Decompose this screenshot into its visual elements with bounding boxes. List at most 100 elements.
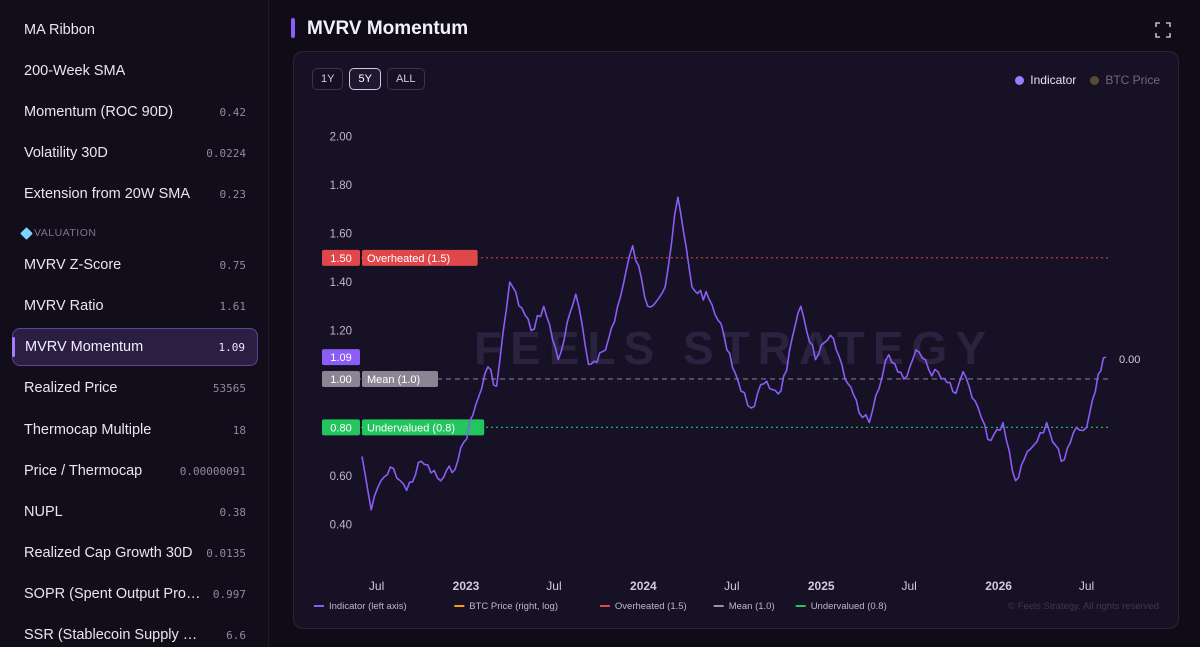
current-value-tag	[322, 349, 360, 366]
legend-label: BTC Price	[1105, 73, 1160, 87]
sidebar-item-value: 1.61	[219, 299, 247, 313]
title-accent	[291, 18, 295, 38]
x-tick-label: Jul	[369, 579, 384, 593]
sidebar-item-label: Extension from 20W SMA	[24, 186, 190, 202]
bottom-legend-label: Overheated (1.5)	[615, 601, 687, 612]
x-tick-label: 2026	[985, 579, 1012, 593]
legend-label: Indicator	[1030, 73, 1077, 87]
sidebar-item-thermocap-multiple[interactable]: Thermocap Multiple 18	[12, 411, 258, 449]
sidebar-item-momentum-roc-90d[interactable]: Momentum (ROC 90D) 0.42	[12, 93, 258, 131]
sidebar-item-label: MVRV Z-Score	[24, 257, 122, 273]
bottom-legend-label: Mean (1.0)	[729, 601, 775, 612]
legend-dot	[1015, 75, 1025, 85]
sidebar-item-realized-price[interactable]: Realized Price 53565	[12, 369, 258, 407]
copyright-text: © Feels Strategy. All rights reserved	[1008, 601, 1159, 612]
bottom-legend-label: Undervalued (0.8)	[811, 601, 887, 612]
sidebar-item-value: 6.6	[226, 628, 246, 642]
sidebar-item-nupl[interactable]: NUPL 0.38	[12, 493, 258, 531]
section-valuation: VALUATION	[20, 226, 97, 240]
sidebar-item-value: 0.42	[219, 105, 247, 119]
reference-value-tag	[322, 370, 360, 387]
sidebar-item-label: Price / Thermocap	[24, 463, 143, 479]
range-button-5y[interactable]: 5Y	[349, 68, 381, 90]
sidebar-item-label: Realized Price	[24, 380, 118, 396]
sidebar-item-value: 0.00000091	[179, 464, 246, 478]
y-tick-label: 1.20	[330, 326, 352, 338]
reference-label-tag	[362, 419, 485, 436]
reference-label-tag	[362, 249, 478, 266]
sidebar-item-label: Volatility 30D	[24, 145, 108, 161]
range-selector: 1Y 5Y ALL	[312, 68, 425, 90]
sidebar-item-value: 0.997	[212, 587, 246, 601]
sidebar-item-price-thermocap[interactable]: Price / Thermocap 0.00000091	[12, 452, 258, 490]
y-tick-label: 0.60	[330, 471, 352, 483]
sidebar-item-200-week-sma[interactable]: 200-Week SMA	[12, 52, 258, 90]
y-tick-label: 2.00	[330, 132, 352, 144]
sidebar-item-label: Realized Cap Growth 30D	[24, 545, 193, 561]
range-button-all[interactable]: ALL	[386, 68, 425, 90]
y-tick-label: 0.40	[330, 519, 352, 531]
reference-value-text: 0.80	[330, 422, 351, 434]
sidebar-item-value: 18	[232, 423, 246, 437]
sidebar-item-label: Thermocap Multiple	[24, 422, 152, 438]
bottom-legend-label: Indicator (left axis)	[329, 601, 407, 612]
x-tick-label: Jul	[546, 579, 561, 593]
legend-toggle-btc-price[interactable]: BTC Price	[1090, 73, 1160, 87]
expand-icon[interactable]	[1155, 22, 1171, 38]
sidebar-item-label: NUPL	[24, 504, 63, 520]
sidebar-item-label: MVRV Ratio	[24, 298, 104, 314]
top-legend: Indicator BTC Price	[1015, 73, 1160, 87]
sidebar-item-label: Momentum (ROC 90D)	[24, 104, 174, 120]
reference-label-text: Overheated (1.5)	[367, 253, 450, 265]
bottom-legend-label: BTC Price (right, log)	[469, 601, 558, 612]
section-label: VALUATION	[34, 227, 97, 239]
sidebar-item-label: MVRV Momentum	[25, 339, 144, 355]
sidebar-item-ma-ribbon[interactable]: MA Ribbon	[12, 11, 258, 49]
sidebar-item-label: SSR (Stablecoin Supply Ratio)	[24, 627, 204, 643]
mvrv-momentum-chart: FEELS STRATEGY 0.40 0.60 0.80 1.00 1.20 1.40 1.…	[314, 132, 1159, 612]
reference-value-tag	[322, 419, 360, 436]
gem-icon	[20, 226, 33, 240]
x-tick-label: Jul	[1079, 579, 1094, 593]
sidebar-item-value: 1.09	[218, 340, 246, 354]
sidebar-item-ssr-stablecoin-supply-ratio[interactable]: SSR (Stablecoin Supply Ratio) 6.6	[12, 616, 258, 647]
sidebar-item-realized-cap-growth-30d[interactable]: Realized Cap Growth 30D 0.0135	[12, 534, 258, 572]
reference-label-text: Mean (1.0)	[367, 374, 420, 386]
y-tick-label: 1.80	[330, 180, 352, 192]
x-tick-label: Jul	[724, 579, 739, 593]
chart-card: 1Y 5Y ALL Indicator BTC Price FEELS STRATEG…	[293, 51, 1179, 629]
legend-toggle-indicator[interactable]: Indicator	[1015, 73, 1076, 87]
sidebar-item-value: 0.23	[219, 187, 247, 201]
sidebar-item-label: MA Ribbon	[24, 22, 95, 38]
x-tick-label: 2025	[808, 579, 835, 593]
page-title: MVRV Momentum	[307, 18, 469, 39]
sidebar-item-value: 0.0224	[206, 146, 246, 160]
reference-value-text: 1.00	[330, 374, 351, 386]
x-tick-label: 2024	[630, 579, 657, 593]
indicator-series-line	[361, 196, 1107, 511]
x-tick-label: 2023	[453, 579, 480, 593]
reference-value-text: 1.50	[330, 253, 351, 265]
x-tick-label: Jul	[902, 579, 917, 593]
current-value-text: 1.09	[330, 352, 351, 364]
sidebar-item-label: SOPR (Spent Output Profit ...	[24, 586, 204, 602]
sidebar: MA Ribbon 200-Week SMA Momentum (ROC 90D) 0…	[0, 0, 269, 647]
sidebar-item-mvrv-momentum[interactable]: MVRV Momentum 1.09	[12, 328, 258, 366]
sidebar-item-value: 0.75	[219, 258, 247, 272]
sidebar-item-sopr-spent-output-profit[interactable]: SOPR (Spent Output Profit ... 0.997	[12, 575, 258, 613]
legend-dot	[1090, 75, 1100, 85]
y-tick-label: 1.60	[330, 229, 352, 241]
sidebar-item-mvrv-z-score[interactable]: MVRV Z-Score 0.75	[12, 246, 258, 284]
sidebar-item-value: 0.38	[219, 505, 247, 519]
y-tick-label: 1.40	[330, 277, 352, 289]
sidebar-item-mvrv-ratio[interactable]: MVRV Ratio 1.61	[12, 287, 258, 325]
reference-label-text: Undervalued (0.8)	[367, 422, 455, 434]
sidebar-item-volatility-30d[interactable]: Volatility 30D 0.0224	[12, 134, 258, 172]
watermark: FEELS STRATEGY	[474, 322, 994, 374]
right-axis-label: 0.00	[1119, 354, 1140, 366]
sidebar-item-extension-from-20w-sma[interactable]: Extension from 20W SMA 0.23	[12, 175, 258, 213]
main-panel: MVRV Momentum 1Y 5Y ALL Indicator BTC Price…	[269, 0, 1200, 647]
reference-label-tag	[362, 370, 438, 387]
reference-value-tag	[322, 249, 360, 266]
range-button-1y[interactable]: 1Y	[312, 68, 344, 90]
